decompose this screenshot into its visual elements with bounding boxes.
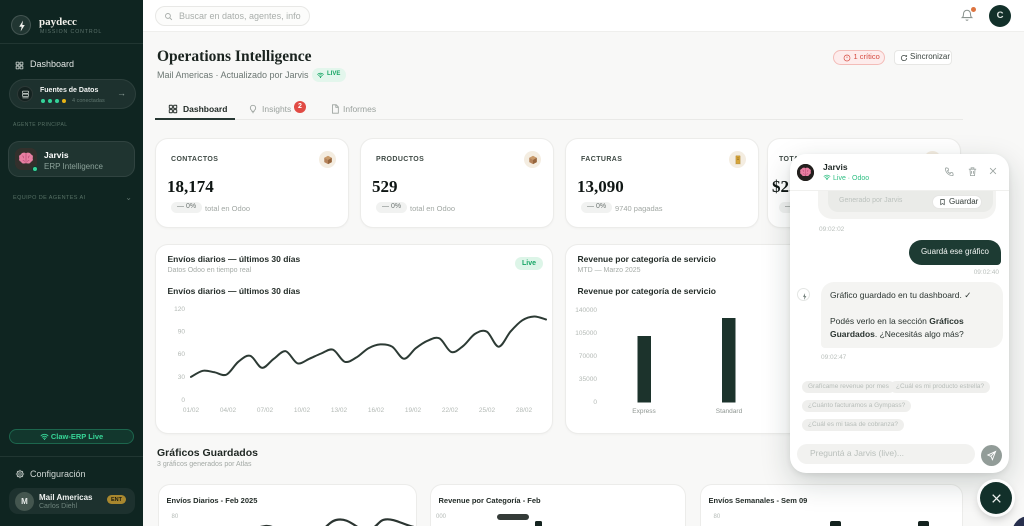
svg-text:22/02: 22/02 <box>442 407 459 414</box>
svg-text:25/02: 25/02 <box>479 407 496 414</box>
svg-text:10/02: 10/02 <box>294 407 311 414</box>
svg-text:Standard: Standard <box>716 408 743 415</box>
svg-text:01/02: 01/02 <box>183 407 200 414</box>
svg-text:105000: 105000 <box>575 330 597 337</box>
svg-text:60: 60 <box>178 351 186 358</box>
svg-text:Express: Express <box>632 408 656 415</box>
svg-text:120: 120 <box>174 306 185 313</box>
svg-text:16/02: 16/02 <box>368 407 385 414</box>
svg-text:19/02: 19/02 <box>405 407 422 414</box>
svg-text:28/02: 28/02 <box>516 407 533 414</box>
svg-text:0: 0 <box>181 397 185 404</box>
svg-text:90: 90 <box>178 329 186 336</box>
svg-text:07/02: 07/02 <box>257 407 274 414</box>
svg-text:04/02: 04/02 <box>220 407 237 414</box>
svg-text:140000: 140000 <box>575 307 597 314</box>
svg-text:35000: 35000 <box>579 376 597 383</box>
svg-text:30: 30 <box>178 374 186 381</box>
svg-text:13/02: 13/02 <box>331 407 348 414</box>
svg-text:70000: 70000 <box>579 353 597 360</box>
svg-text:0: 0 <box>593 399 597 406</box>
